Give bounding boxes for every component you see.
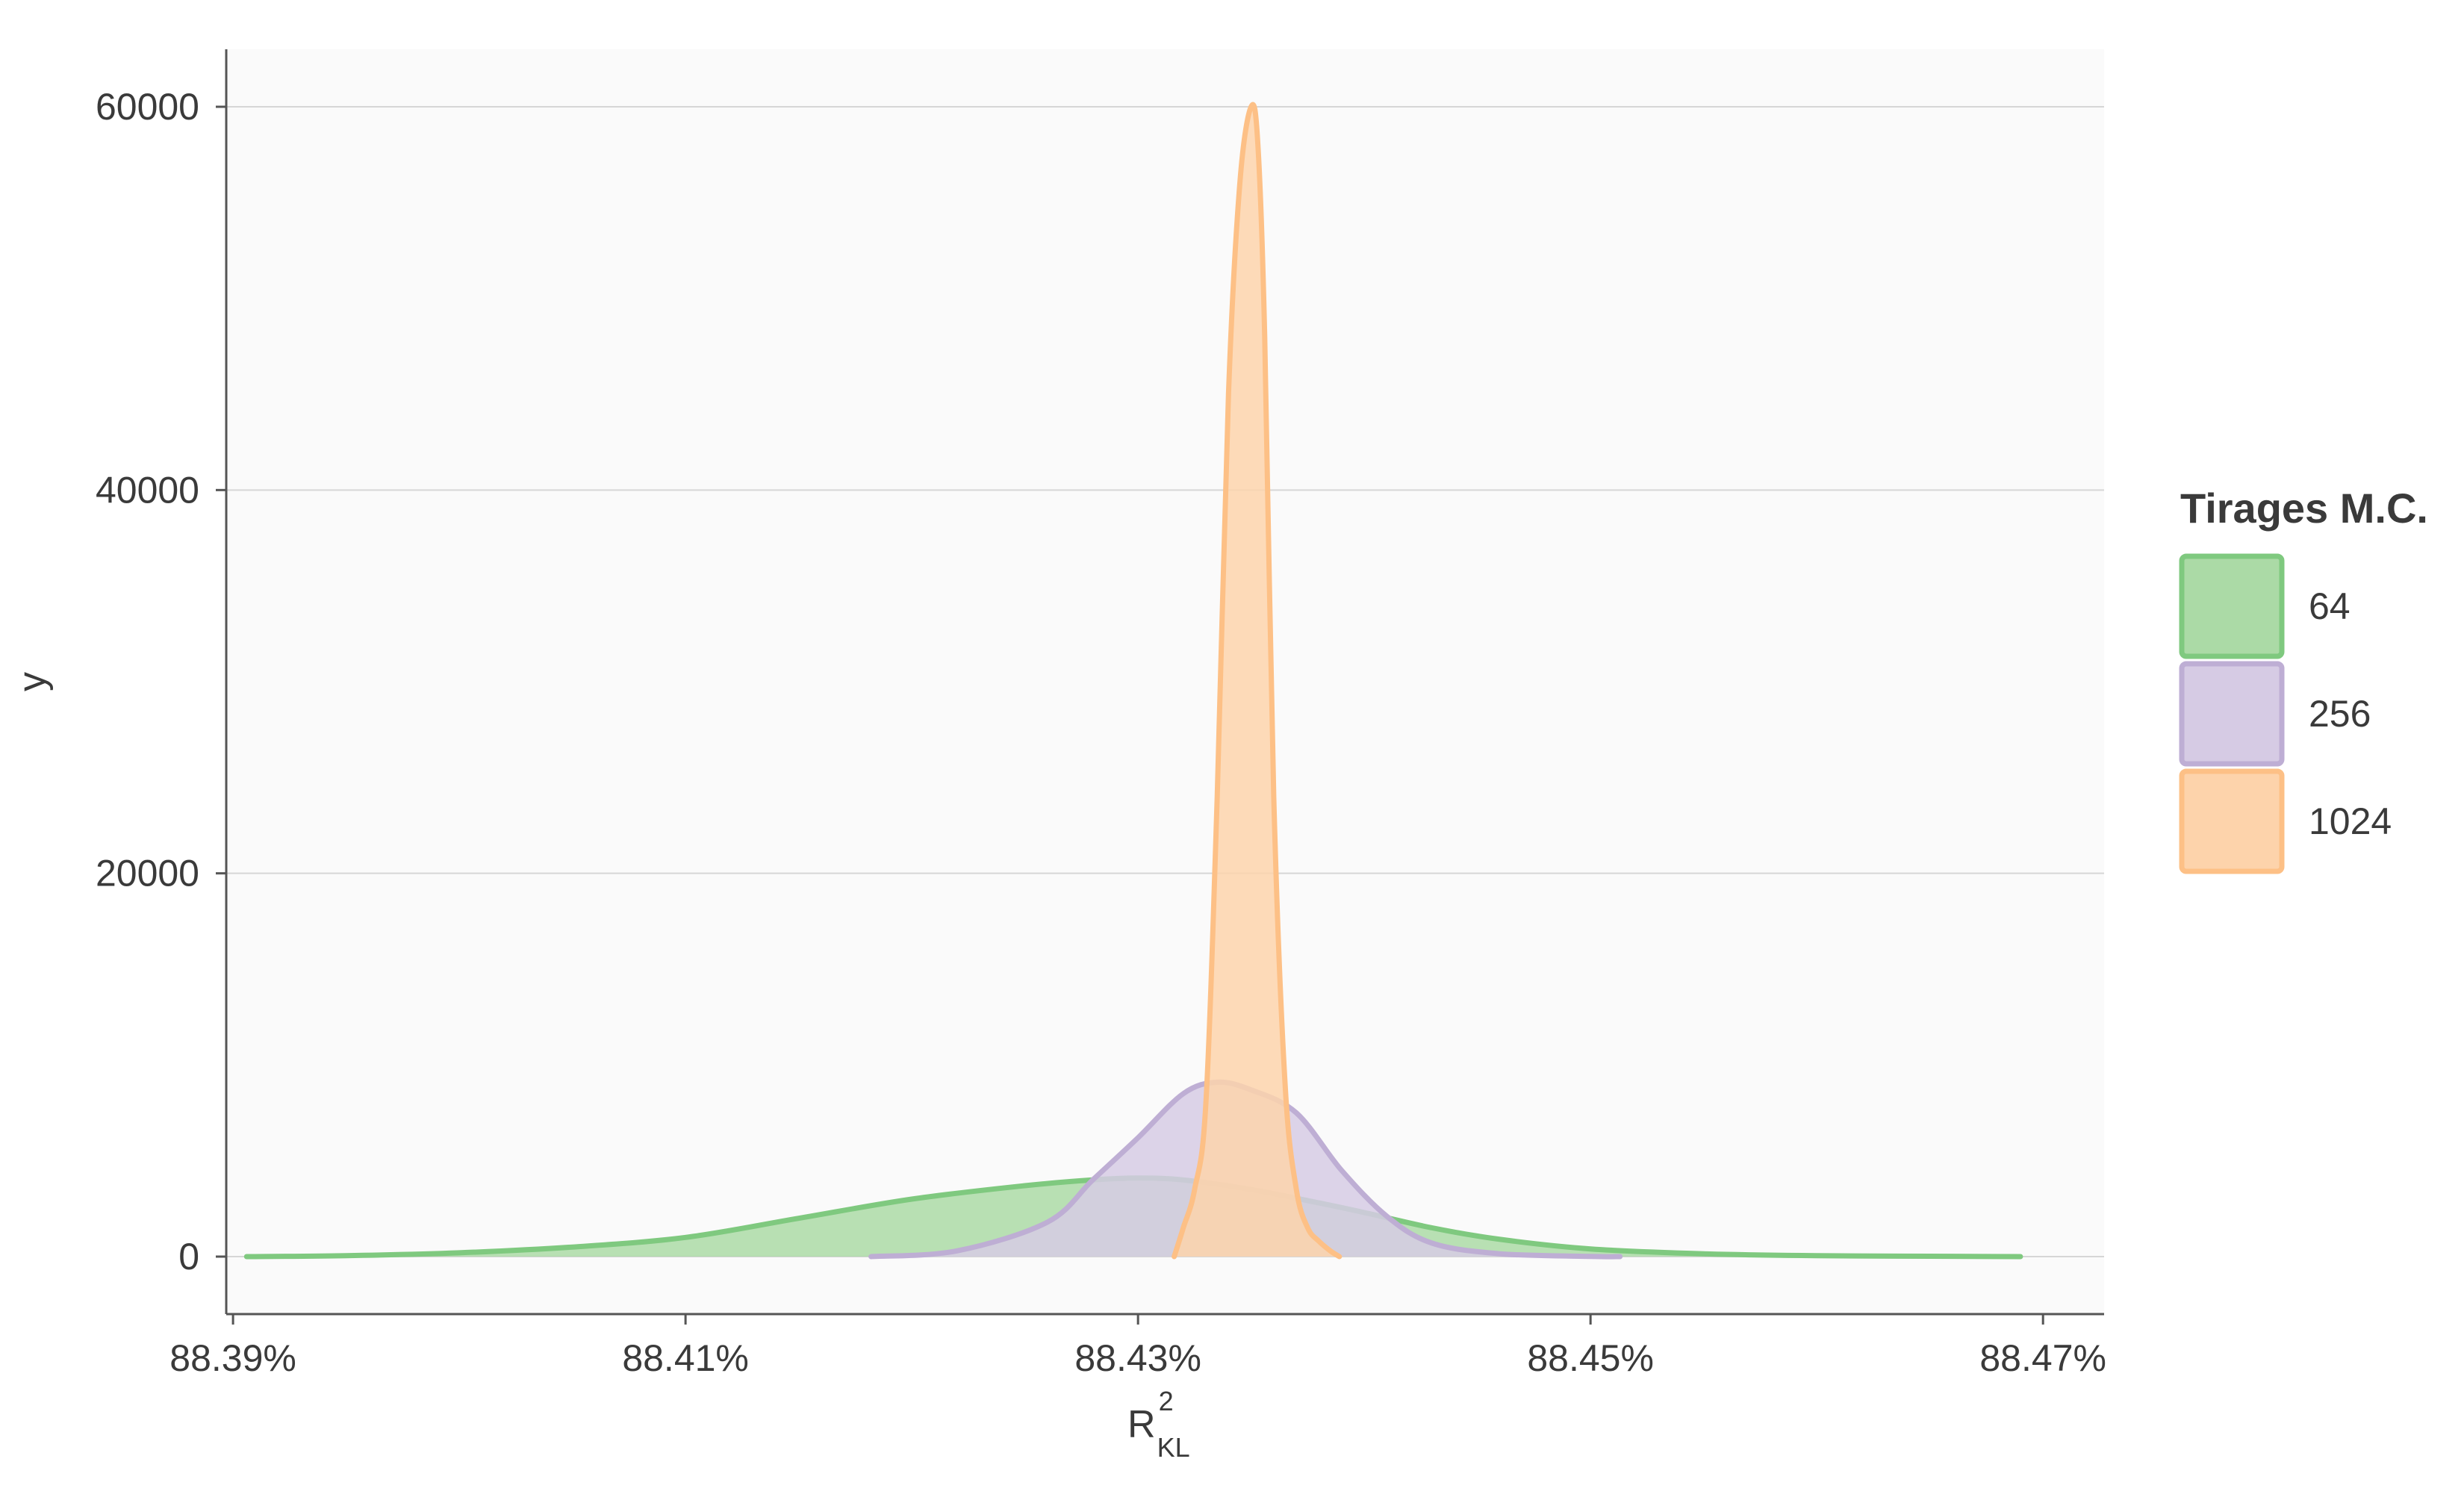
axes (225, 49, 2104, 1316)
legend-label-256: 256 (2309, 693, 2371, 735)
legend-swatch-256 (2179, 661, 2285, 767)
y-tick-label: 40000 (96, 469, 199, 511)
legend: Tirages M.C. 64 256 1024 (2179, 485, 2428, 874)
x-axis-title-sub: KL (1157, 1432, 1190, 1463)
x-axis-title-base: R (1127, 1403, 1156, 1446)
legend-label-64: 64 (2309, 585, 2351, 627)
x-tick-label: 88.45% (1527, 1337, 1654, 1379)
x-ticks: 88.39% 88.41% 88.43% 88.45% 88.47% (169, 1314, 2106, 1379)
legend-swatch-1024 (2179, 768, 2285, 874)
x-axis-title-sup: 2 (1159, 1386, 1174, 1416)
density-areas (243, 102, 2023, 1260)
x-tick-label: 88.43% (1074, 1337, 1201, 1379)
y-axis-title: y (10, 672, 54, 691)
x-axis-title: R2 KL (1127, 1386, 1190, 1463)
y-tick-label: 60000 (96, 86, 199, 128)
legend-title: Tirages M.C. (2180, 485, 2428, 532)
plot-panel (226, 49, 2104, 1314)
x-tick-label: 88.47% (1979, 1337, 2106, 1379)
y-tick-label: 0 (178, 1236, 199, 1278)
density-area-1024 (1174, 105, 1340, 1257)
x-tick-label: 88.41% (622, 1337, 749, 1379)
legend-items: 64 256 1024 (2179, 553, 2392, 874)
y-ticks: 0 20000 40000 60000 (96, 86, 226, 1278)
legend-swatch-64 (2179, 553, 2285, 659)
legend-label-1024: 1024 (2309, 800, 2392, 842)
density-line-1024 (1172, 102, 1343, 1260)
x-tick-label: 88.39% (169, 1337, 296, 1379)
y-tick-label: 20000 (96, 853, 199, 894)
